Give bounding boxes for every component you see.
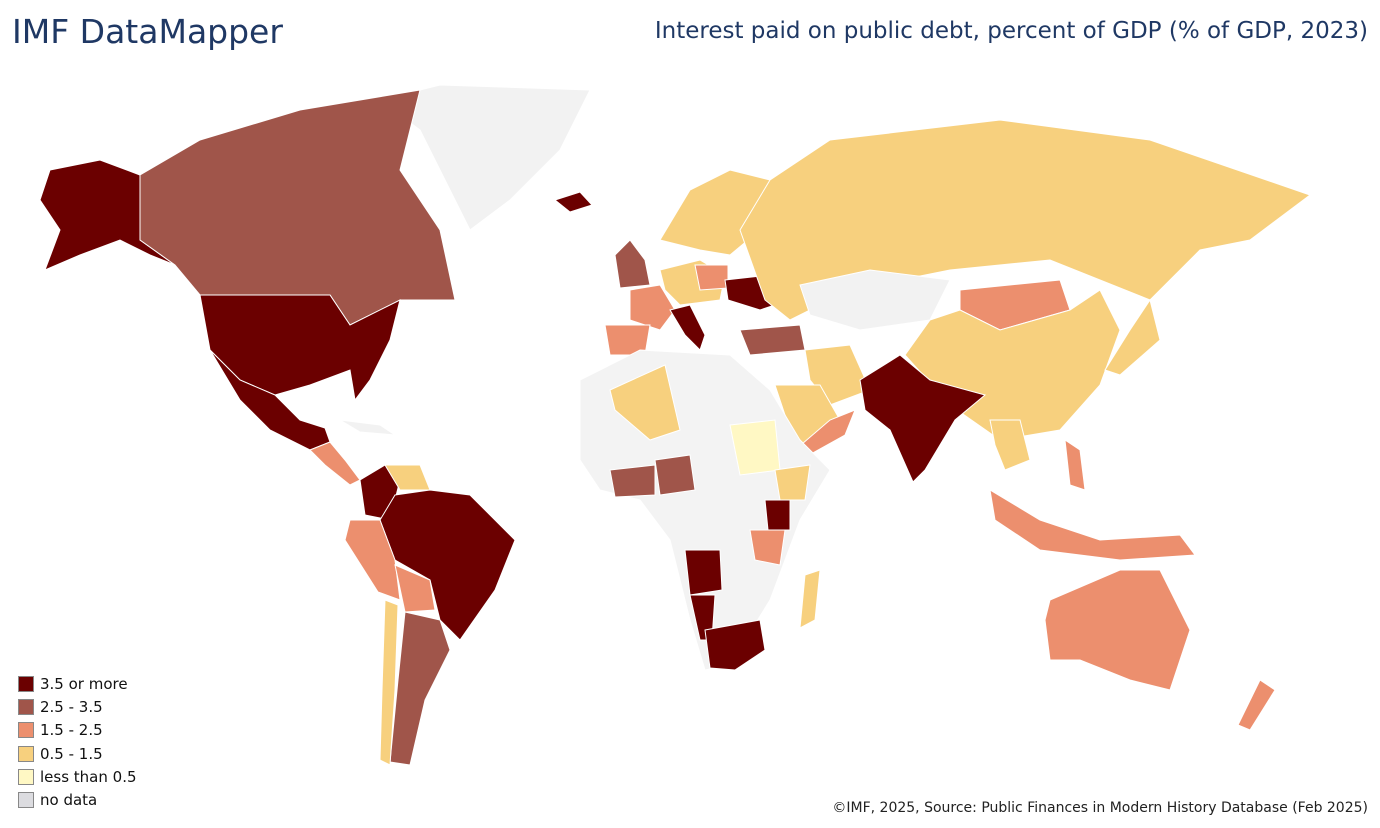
legend-swatch (18, 722, 34, 739)
tanzania[interactable] (749, 529, 786, 566)
madagascar[interactable] (799, 569, 821, 629)
uk[interactable] (614, 239, 651, 289)
turkey[interactable] (739, 324, 806, 356)
map-title: Interest paid on public debt, percent of… (654, 18, 1368, 44)
legend-label: 0.5 - 1.5 (40, 744, 103, 763)
legend-item[interactable]: no data (18, 788, 137, 811)
argentina[interactable] (389, 611, 451, 766)
alaska[interactable] (39, 159, 176, 271)
cuba[interactable] (339, 419, 396, 436)
brazil[interactable] (379, 489, 516, 641)
nigeria[interactable] (654, 454, 696, 496)
italy[interactable] (669, 304, 706, 351)
france[interactable] (629, 284, 676, 331)
legend: 3.5 or more 2.5 - 3.5 1.5 - 2.5 0.5 - 1.5 le… (18, 672, 137, 812)
legend-label: less than 0.5 (40, 767, 137, 786)
legend-label: 1.5 - 2.5 (40, 721, 103, 740)
philippines[interactable] (1064, 438, 1086, 491)
greenland[interactable] (378, 84, 591, 231)
legend-label: 2.5 - 3.5 (40, 697, 103, 716)
legend-label: 3.5 or more (40, 674, 128, 693)
peru[interactable] (344, 519, 401, 601)
bolivia[interactable] (394, 564, 436, 613)
legend-item[interactable]: 3.5 or more (18, 672, 137, 695)
west-africa[interactable] (609, 464, 656, 498)
indonesia[interactable] (989, 489, 1196, 561)
south-africa[interactable] (704, 619, 766, 671)
brand: IMF DataMapper (12, 12, 283, 51)
legend-swatch (18, 698, 34, 715)
algeria[interactable] (609, 364, 681, 441)
legend-item[interactable]: 2.5 - 3.5 (18, 695, 137, 718)
new-zealand[interactable] (1237, 679, 1276, 731)
ethiopia[interactable] (774, 464, 811, 501)
legend-swatch (18, 768, 34, 785)
canada[interactable] (139, 89, 456, 326)
angola[interactable] (684, 549, 723, 596)
australia[interactable] (1044, 569, 1191, 691)
legend-swatch (18, 745, 34, 762)
legend-label: no data (40, 791, 98, 810)
india[interactable] (859, 354, 987, 483)
legend-swatch (18, 675, 34, 692)
southeast-asia[interactable] (989, 419, 1031, 471)
legend-item[interactable]: 1.5 - 2.5 (18, 719, 137, 742)
chile[interactable] (379, 599, 399, 766)
legend-item[interactable]: less than 0.5 (18, 765, 137, 788)
legend-swatch (18, 792, 34, 809)
kenya[interactable] (764, 499, 791, 531)
iceland[interactable] (553, 191, 593, 213)
legend-item[interactable]: 0.5 - 1.5 (18, 742, 137, 765)
central-america[interactable] (309, 441, 361, 486)
poland[interactable] (694, 264, 729, 291)
japan[interactable] (1104, 298, 1161, 376)
source-note: ©IMF, 2025, Source: Public Finances in M… (832, 800, 1368, 816)
